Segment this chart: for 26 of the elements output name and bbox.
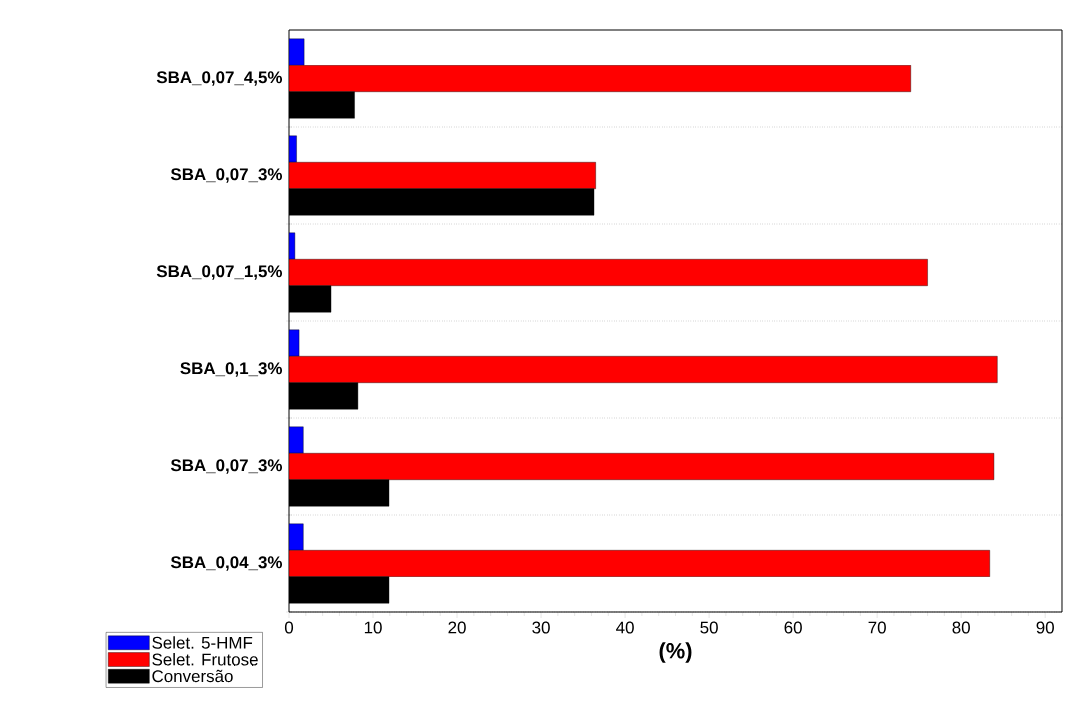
y-tick-label: SBA_0,07_1,5% xyxy=(156,265,283,280)
bar xyxy=(289,453,995,480)
bar xyxy=(289,356,998,383)
y-tick-label: SBA_0,07_4,5% xyxy=(156,71,283,86)
x-tick-label: 70 xyxy=(868,621,886,634)
x-tick-label: 0 xyxy=(284,621,294,634)
legend-label: Selet. Frutose xyxy=(152,653,258,666)
x-axis-title: (%) xyxy=(659,642,692,663)
y-tick-label: SBA_0,1_3% xyxy=(180,362,283,377)
legend-label: Conversão xyxy=(152,669,233,683)
y-tick-label: SBA_0,07_3% xyxy=(170,168,283,183)
bar xyxy=(289,550,990,577)
x-tick-label: 20 xyxy=(448,621,466,634)
y-tick-label: SBA_0,07_3% xyxy=(170,459,283,474)
x-tick-label: 40 xyxy=(616,621,634,634)
legend-label: Selet. 5-HMF xyxy=(152,636,253,649)
bar xyxy=(289,162,596,189)
bar xyxy=(289,65,911,92)
bar xyxy=(289,259,928,286)
x-tick-label: 90 xyxy=(1036,621,1054,634)
x-tick-label: 10 xyxy=(364,621,382,634)
x-tick-label: 80 xyxy=(952,621,970,634)
x-tick-label: 30 xyxy=(532,621,550,634)
y-tick-label: SBA_0,04_3% xyxy=(170,556,283,571)
x-tick-label: 50 xyxy=(700,621,718,634)
x-tick-label: 60 xyxy=(784,621,802,634)
